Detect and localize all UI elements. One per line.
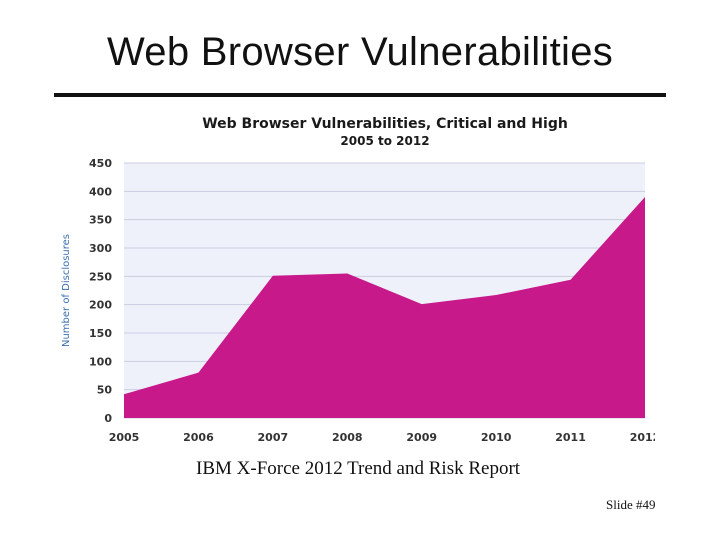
x-tick-label: 2007 xyxy=(258,431,289,444)
slide-number: Slide #49 xyxy=(606,497,656,512)
y-tick-label: 400 xyxy=(89,185,112,198)
x-tick-label: 2012 xyxy=(630,431,655,444)
area-series-disclosures xyxy=(124,197,645,418)
y-tick-label: 0 xyxy=(104,412,112,425)
y-tick-label: 450 xyxy=(89,157,112,170)
y-axis-label: Number of Disclosures xyxy=(61,234,72,347)
chart-subtitle: 2005 to 2012 xyxy=(340,134,429,148)
x-tick-label: 2011 xyxy=(555,431,586,444)
vulnerability-area-chart: Web Browser Vulnerabilities, Critical an… xyxy=(61,116,655,444)
y-tick-label: 100 xyxy=(89,355,112,368)
title-divider xyxy=(54,93,666,97)
y-tick-label: 200 xyxy=(89,299,112,312)
x-tick-label: 2009 xyxy=(406,431,437,444)
slide-title: Web Browser Vulnerabilities xyxy=(106,30,614,74)
x-tick-label: 2010 xyxy=(481,431,512,444)
x-tick-label: 2006 xyxy=(183,431,214,444)
y-tick-label: 150 xyxy=(89,327,112,340)
source-caption: IBM X-Force 2012 Trend and Risk Report xyxy=(196,458,521,479)
chart-title: Web Browser Vulnerabilities, Critical an… xyxy=(202,116,568,132)
y-tick-label: 50 xyxy=(97,384,113,397)
y-tick-label: 250 xyxy=(89,270,112,283)
y-axis-ticks: 0 50 100 150 200 250 300 350 400 450 xyxy=(89,157,112,425)
x-tick-label: 2005 xyxy=(109,431,140,444)
y-tick-label: 300 xyxy=(89,242,112,255)
x-tick-label: 2008 xyxy=(332,431,363,444)
y-tick-label: 350 xyxy=(89,214,112,227)
x-axis-ticks: 2005 2006 2007 2008 2009 2010 2011 2012 xyxy=(109,431,655,444)
